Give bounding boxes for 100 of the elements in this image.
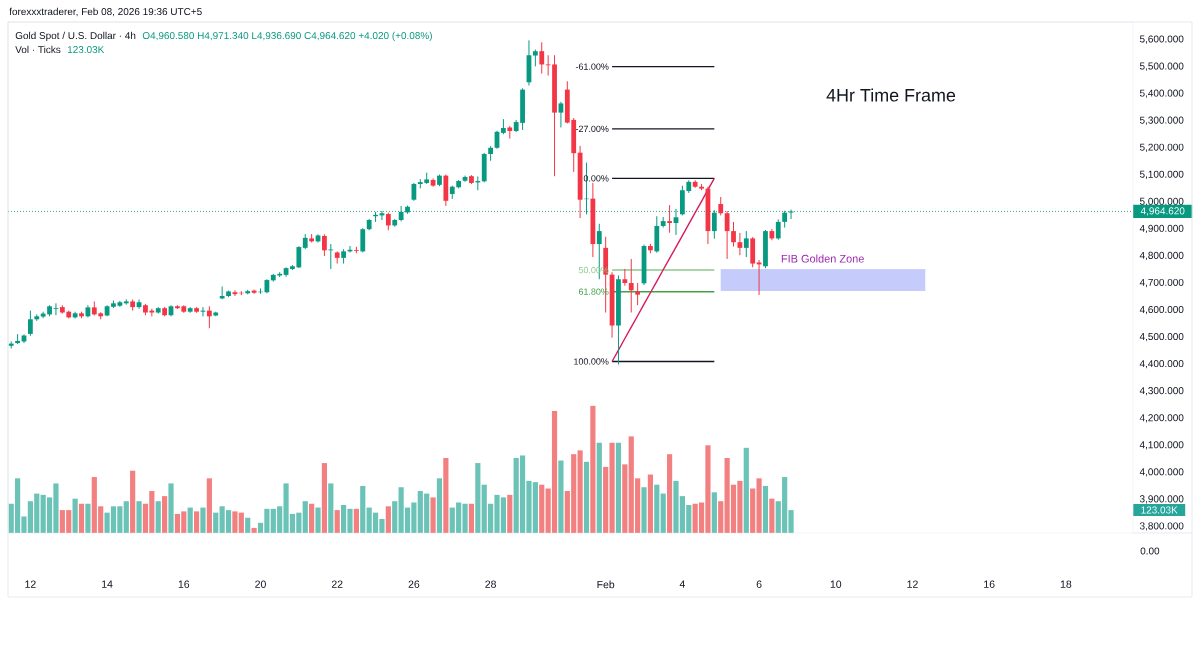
candlestick: [667, 204, 672, 234]
candlestick: [775, 218, 781, 241]
y-tick-label: 4,100.000: [1139, 441, 1184, 450]
x-tick-label: 4: [679, 580, 685, 588]
candlestick: [718, 196, 724, 216]
candlestick: [590, 182, 596, 258]
y-tick-label: 3,800.000: [1139, 522, 1184, 531]
text: O4,960.580 H4,971.340 L4,936.690 C4,964.620 +4.020 (+0.08%): [142, 31, 432, 42]
bar: [475, 463, 481, 533]
bar: [577, 450, 583, 533]
candlestick: [526, 39, 532, 87]
bar: [72, 498, 78, 533]
y-tick-label: 5,500.000: [1139, 62, 1184, 71]
bar: [206, 478, 212, 533]
x-tick-label: 22: [331, 580, 343, 588]
candlestick: [628, 258, 634, 314]
candlestick: [53, 302, 59, 316]
candlestick: [577, 145, 583, 219]
bar: [385, 506, 391, 533]
series-label: -27.00%: [575, 125, 609, 133]
bar: [743, 447, 749, 533]
text: 0.00: [1140, 547, 1160, 555]
x-tick-label: 12: [907, 580, 918, 588]
text: forexxxtraderer, Feb 08, 2026 19:36 UTC+5: [9, 7, 202, 17]
y-tick-label: 5,200.000: [1139, 143, 1184, 152]
ref-line-label: 4,964.620: [1140, 207, 1185, 216]
chart-subtitle: 123.03K: [67, 46, 105, 54]
bar: [622, 464, 628, 533]
series-label: 100.00%: [574, 358, 609, 365]
bar: [85, 503, 91, 533]
bar: [78, 503, 85, 533]
bar: [468, 503, 475, 533]
y-tick-label: 4,200.000: [1139, 414, 1184, 423]
candlestick: [251, 289, 257, 295]
text: Gold Spot / U.S. Dollar · 4h: [15, 31, 136, 42]
bar: [430, 497, 436, 533]
candlestick: [654, 215, 660, 254]
bar: [718, 501, 724, 533]
bar: [321, 463, 328, 533]
y-tick-label: 4,400.000: [1139, 360, 1184, 369]
y-tick-label: 5,000.000: [1139, 197, 1184, 206]
candlestick: [763, 229, 768, 269]
series-label: -61.00%: [575, 63, 609, 70]
candlestick: [322, 233, 327, 257]
bar: [507, 494, 513, 533]
bar: [539, 484, 545, 533]
y-tick-label: 4,600.000: [1139, 305, 1184, 315]
candlestick: [705, 186, 711, 245]
bar: [155, 501, 161, 533]
x-tick-label: 26: [408, 580, 420, 588]
bar: [130, 470, 136, 533]
x-tick-label: 18: [1060, 580, 1072, 588]
bar: [302, 501, 308, 533]
candlestick: [539, 41, 545, 75]
line-series: [611, 177, 716, 363]
candlestick: [481, 152, 487, 183]
candlestick: [635, 282, 641, 306]
y-tick-label: 5,400.000: [1139, 89, 1184, 98]
bar: [213, 512, 219, 533]
x-tick-label: 16: [178, 580, 190, 588]
candlestick: [360, 227, 366, 253]
y-tick-label: 3,900.000: [1139, 495, 1184, 504]
bar: [123, 501, 129, 533]
y-tick-label: 4,300.000: [1139, 387, 1184, 396]
bar: [615, 442, 622, 533]
candlestick: [724, 210, 730, 260]
bar: [187, 507, 193, 533]
candlestick: [558, 101, 564, 128]
bar: [583, 461, 590, 533]
y-tick-label: 4,700.000: [1139, 278, 1184, 288]
y-tick-label: 4,000.000: [1139, 468, 1184, 477]
candlestick: [206, 305, 212, 329]
bar: [762, 485, 769, 533]
bar: [641, 487, 647, 533]
bar: [443, 457, 449, 533]
y-tick-label: 5,100.000: [1139, 170, 1184, 179]
bar: [647, 474, 654, 533]
y-tick-label: 4,800.000: [1139, 251, 1184, 261]
bar: [590, 405, 596, 533]
candlestick: [616, 274, 621, 365]
y-tick-label: 5,300.000: [1139, 116, 1184, 125]
x-tick-label: 20: [255, 580, 266, 588]
bar: [660, 493, 666, 533]
x-tick-label: Feb: [597, 580, 615, 589]
bar: [328, 483, 334, 533]
bar: [769, 498, 775, 533]
bar: [168, 483, 174, 533]
bar: [654, 484, 660, 533]
candlestick: [750, 236, 756, 268]
bar: [558, 460, 564, 533]
candlestick: [743, 230, 749, 258]
bar: [309, 503, 315, 533]
x-tick-label: 6: [756, 580, 762, 588]
bar: [334, 510, 340, 533]
annotation: 4Hr Time Frame: [826, 88, 956, 102]
chart-title: Vol · Ticks: [15, 45, 61, 54]
series-label: FIB Golden Zone: [781, 254, 864, 263]
text: 123.03K: [1141, 506, 1178, 514]
bar: [711, 492, 717, 533]
bar: [360, 485, 366, 533]
